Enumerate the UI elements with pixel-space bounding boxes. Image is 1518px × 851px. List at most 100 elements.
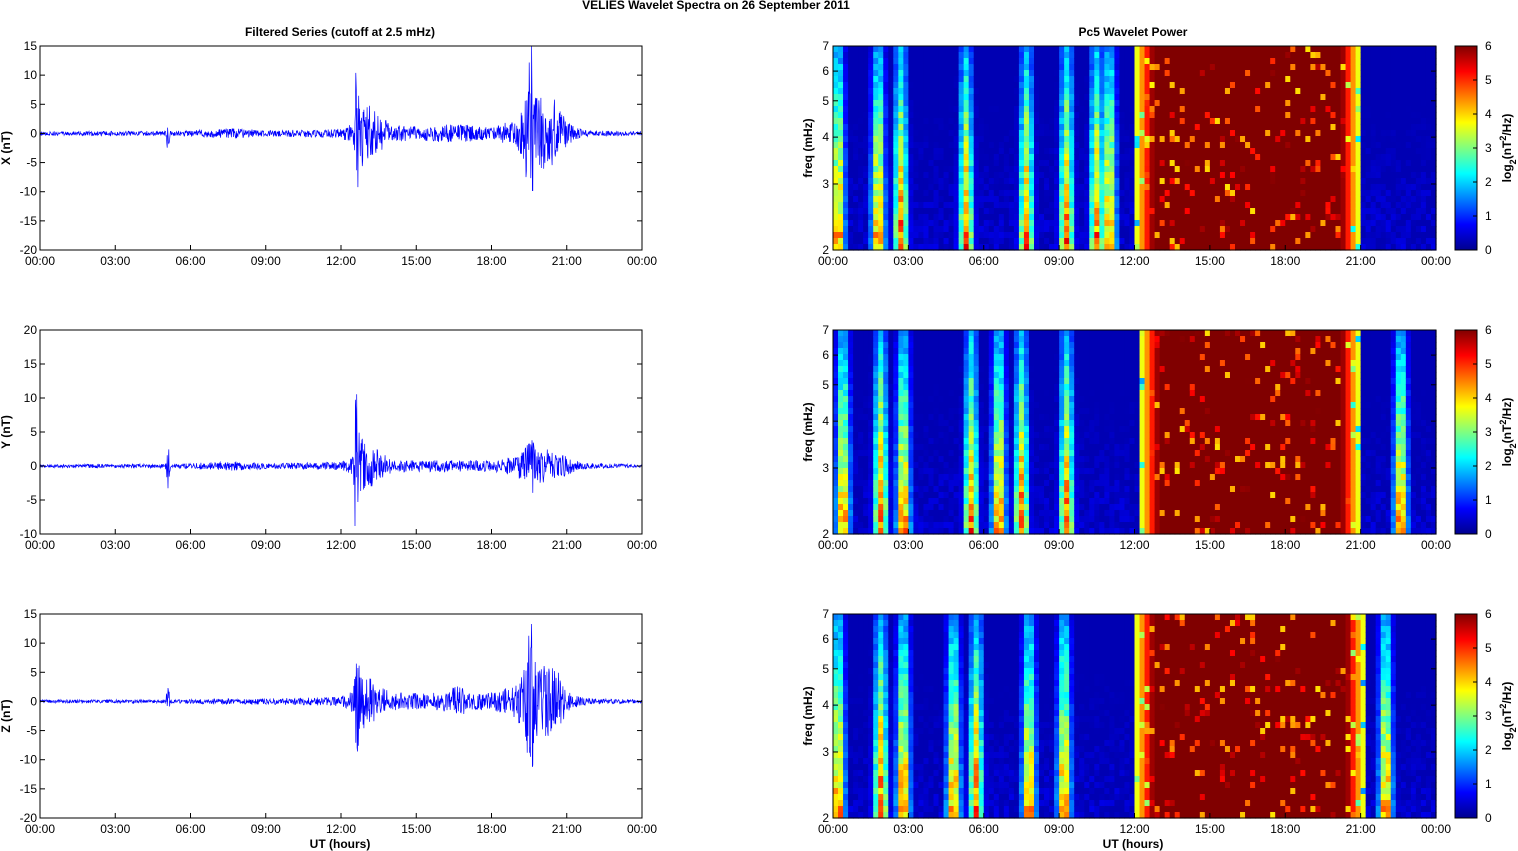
heatmap-cell (993, 112, 1000, 119)
x-tick-label: 03:00 (893, 254, 923, 268)
heatmap-cell (1013, 106, 1020, 113)
heatmap-cell (873, 438, 879, 445)
heatmap-cell (928, 208, 935, 215)
heatmap-cell (1219, 136, 1226, 143)
heatmap-cell (1320, 112, 1327, 119)
heatmap-cell (948, 88, 955, 95)
heatmap-cell (848, 58, 854, 65)
heatmap-cell (1380, 184, 1387, 191)
heatmap-cell (1099, 100, 1105, 107)
heatmap-cell (898, 468, 904, 475)
heatmap-cell (903, 402, 909, 409)
heatmap-cell (1380, 130, 1387, 137)
heatmap-cell (1280, 238, 1286, 245)
heatmap-cell (928, 522, 935, 529)
heatmap-cell (1395, 76, 1402, 83)
heatmap-cell (1209, 112, 1216, 119)
heatmap-cell (878, 148, 884, 155)
heatmap-cell (873, 214, 879, 221)
heatmap-cell (1209, 52, 1216, 59)
heatmap-cell (1049, 178, 1055, 185)
heatmap-cell (1089, 100, 1095, 107)
heatmap-cell (1159, 232, 1166, 239)
heatmap-cell (873, 390, 879, 397)
heatmap-cell (1360, 190, 1367, 197)
heatmap-cell (1184, 142, 1191, 149)
heatmap-cell (858, 396, 864, 403)
heatmap-cell (1094, 196, 1100, 203)
heatmap-cell (1054, 130, 1060, 137)
heatmap-cell (1350, 190, 1357, 197)
heatmap-cell (858, 232, 864, 239)
heatmap-cell (1395, 160, 1402, 167)
heatmap-cell (1350, 214, 1357, 221)
heatmap-cell (1134, 136, 1141, 143)
heatmap-cell (1174, 118, 1181, 125)
heatmap-cell (948, 214, 955, 221)
heatmap-cell (1375, 190, 1382, 197)
heatmap-cell (1290, 220, 1296, 227)
heatmap-cell (1285, 178, 1291, 185)
heatmap-cell (1280, 226, 1286, 233)
heatmap-cell (1305, 148, 1311, 155)
heatmap-cell (858, 354, 864, 361)
heatmap-cell (1245, 172, 1251, 179)
heatmap-cell (1315, 148, 1322, 155)
heatmap-cell (1235, 214, 1241, 221)
heatmap-cell (998, 160, 1005, 167)
heatmap-cell (903, 82, 909, 89)
heatmap-cell (1099, 154, 1105, 161)
heatmap-cell (893, 348, 899, 355)
heatmap-cell (1280, 154, 1286, 161)
heatmap-cell (1415, 214, 1422, 221)
heatmap-cell (883, 46, 889, 53)
heatmap-cell (1300, 142, 1306, 149)
heatmap-cell (1330, 226, 1337, 233)
heatmap-cell (1245, 130, 1251, 137)
heatmap-cell (1209, 202, 1216, 209)
heatmap-cell (978, 166, 985, 173)
heatmap-cell (883, 70, 889, 77)
heatmap-cell (1179, 82, 1186, 89)
heatmap-cell (873, 432, 879, 439)
heatmap-cell (853, 420, 859, 427)
heatmap-cell (1149, 154, 1156, 161)
heatmap-cell (878, 76, 884, 83)
heatmap-cell (1194, 244, 1201, 251)
heatmap-cell (1350, 130, 1357, 137)
heatmap-cell (1194, 172, 1201, 179)
heatmap-cell (933, 124, 940, 131)
heatmap-cell (1174, 232, 1181, 239)
heatmap-cell (1375, 172, 1382, 179)
heatmap-cell (1154, 136, 1161, 143)
heatmap-cell (858, 474, 864, 481)
heatmap-cell (908, 220, 915, 227)
heatmap-cell (1054, 196, 1060, 203)
heatmap-cell (1219, 208, 1226, 215)
heatmap-cell (1350, 178, 1357, 185)
heatmap-cell (1229, 178, 1236, 185)
heatmap-cell (1028, 118, 1035, 125)
heatmap-cell (1350, 106, 1357, 113)
heatmap-cell (1159, 202, 1166, 209)
heatmap-cell (1169, 184, 1176, 191)
heatmap-cell (1390, 190, 1397, 197)
heatmap-cell (1003, 118, 1010, 125)
heatmap-cell (1149, 136, 1156, 143)
heatmap-cell (958, 142, 965, 149)
heatmap-cell (878, 106, 884, 113)
heatmap-cell (1275, 226, 1281, 233)
heatmap-cell (1204, 118, 1211, 125)
heatmap-cell (1310, 220, 1317, 227)
heatmap-cell (1360, 88, 1367, 95)
heatmap-cell (833, 330, 839, 337)
heatmap-cell (1028, 166, 1035, 173)
heatmap-cell (878, 130, 884, 137)
heatmap-cell (1064, 142, 1070, 149)
heatmap-cell (868, 396, 874, 403)
heatmap-cell (1375, 208, 1382, 215)
heatmap-cell (863, 226, 869, 233)
heatmap-cell (873, 136, 879, 143)
heatmap-cell (1300, 46, 1306, 53)
heatmap-cell (1189, 70, 1196, 77)
